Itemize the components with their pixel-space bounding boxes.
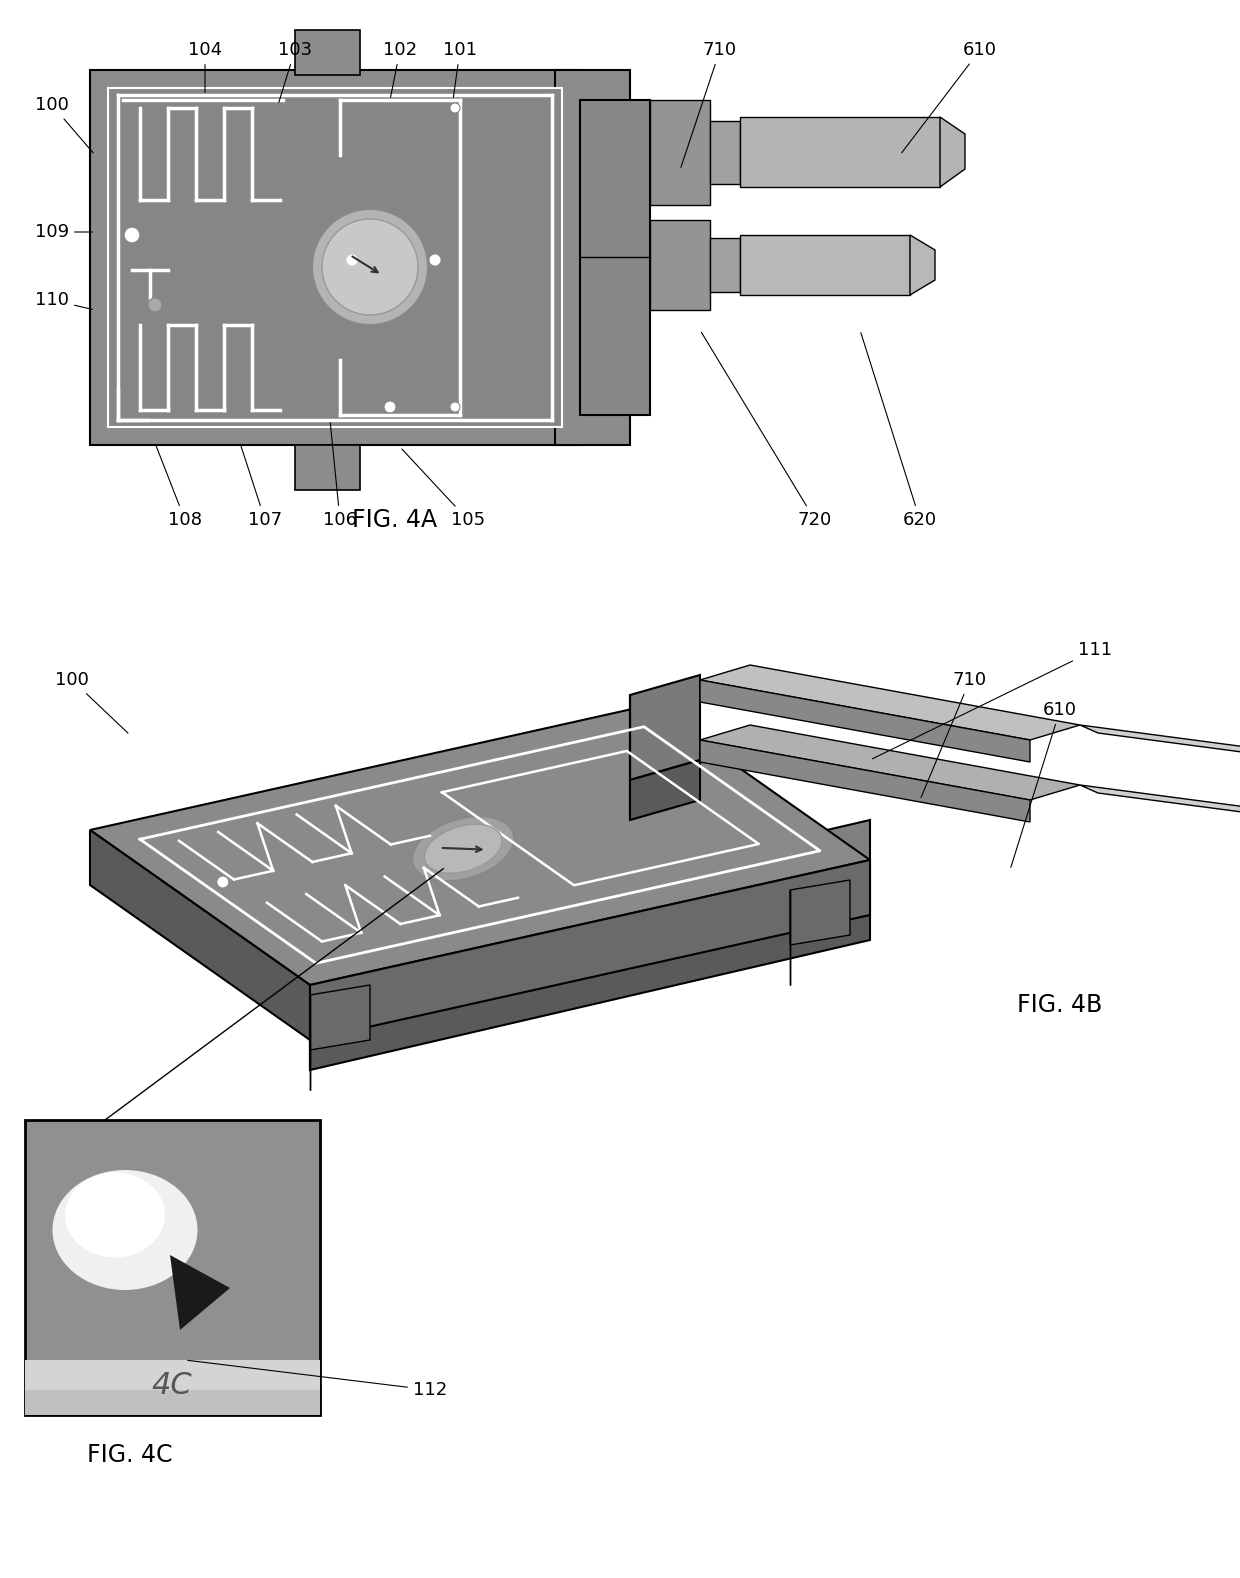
Polygon shape <box>310 885 870 1070</box>
Text: 107: 107 <box>241 445 281 529</box>
Text: 104: 104 <box>188 41 222 92</box>
Ellipse shape <box>424 824 502 873</box>
Text: 106: 106 <box>322 423 357 529</box>
Bar <box>25 1360 320 1390</box>
Bar <box>295 445 360 491</box>
Text: 109: 109 <box>35 222 92 241</box>
Polygon shape <box>701 740 1030 822</box>
Bar <box>711 122 740 185</box>
Text: FIG. 4A: FIG. 4A <box>352 508 438 532</box>
Polygon shape <box>701 724 1080 800</box>
Circle shape <box>148 298 162 312</box>
Circle shape <box>450 103 460 114</box>
Polygon shape <box>701 680 1030 762</box>
Circle shape <box>347 256 357 265</box>
Circle shape <box>312 208 428 325</box>
Bar <box>25 1120 320 1415</box>
Text: 105: 105 <box>402 450 485 529</box>
Text: 112: 112 <box>187 1360 448 1400</box>
Bar <box>556 69 630 445</box>
Circle shape <box>450 402 460 412</box>
Bar <box>295 30 360 76</box>
Bar <box>110 90 560 424</box>
Polygon shape <box>91 830 310 1040</box>
Text: 102: 102 <box>383 41 417 98</box>
Ellipse shape <box>64 1172 165 1258</box>
Text: 4C: 4C <box>151 1371 192 1400</box>
Bar <box>740 117 940 188</box>
Bar <box>25 1390 320 1415</box>
Polygon shape <box>91 705 870 985</box>
Text: 610: 610 <box>901 41 997 153</box>
Text: 620: 620 <box>861 333 937 529</box>
Polygon shape <box>790 881 849 945</box>
Text: 103: 103 <box>278 41 312 103</box>
Text: 100: 100 <box>35 96 93 153</box>
Polygon shape <box>1080 784 1240 830</box>
Bar <box>740 235 910 295</box>
Polygon shape <box>630 675 701 780</box>
Polygon shape <box>940 117 965 188</box>
Circle shape <box>217 876 229 888</box>
Text: FIG. 4C: FIG. 4C <box>87 1442 172 1468</box>
Bar <box>650 219 711 309</box>
Ellipse shape <box>412 816 515 881</box>
Circle shape <box>430 256 440 265</box>
Ellipse shape <box>52 1169 197 1289</box>
Circle shape <box>124 227 140 243</box>
Text: 100: 100 <box>55 671 128 734</box>
Bar <box>711 238 740 292</box>
Polygon shape <box>310 985 370 1049</box>
Bar <box>580 99 650 415</box>
Polygon shape <box>170 1255 229 1330</box>
Circle shape <box>384 401 396 413</box>
Polygon shape <box>630 761 701 821</box>
Text: 101: 101 <box>443 41 477 98</box>
Polygon shape <box>701 664 1080 740</box>
Polygon shape <box>310 821 870 1015</box>
Polygon shape <box>1080 724 1240 770</box>
Bar <box>650 99 711 205</box>
Text: 610: 610 <box>1011 701 1078 868</box>
Circle shape <box>322 219 418 316</box>
Text: 720: 720 <box>702 333 832 529</box>
Text: 110: 110 <box>35 290 92 309</box>
Text: 108: 108 <box>156 445 202 529</box>
Polygon shape <box>310 860 870 1040</box>
Bar <box>91 69 580 445</box>
Bar <box>108 88 562 428</box>
Text: 111: 111 <box>873 641 1112 759</box>
Text: FIG. 4B: FIG. 4B <box>1017 993 1102 1016</box>
Text: 710: 710 <box>681 41 737 167</box>
Text: 710: 710 <box>921 671 987 797</box>
Polygon shape <box>910 235 935 295</box>
